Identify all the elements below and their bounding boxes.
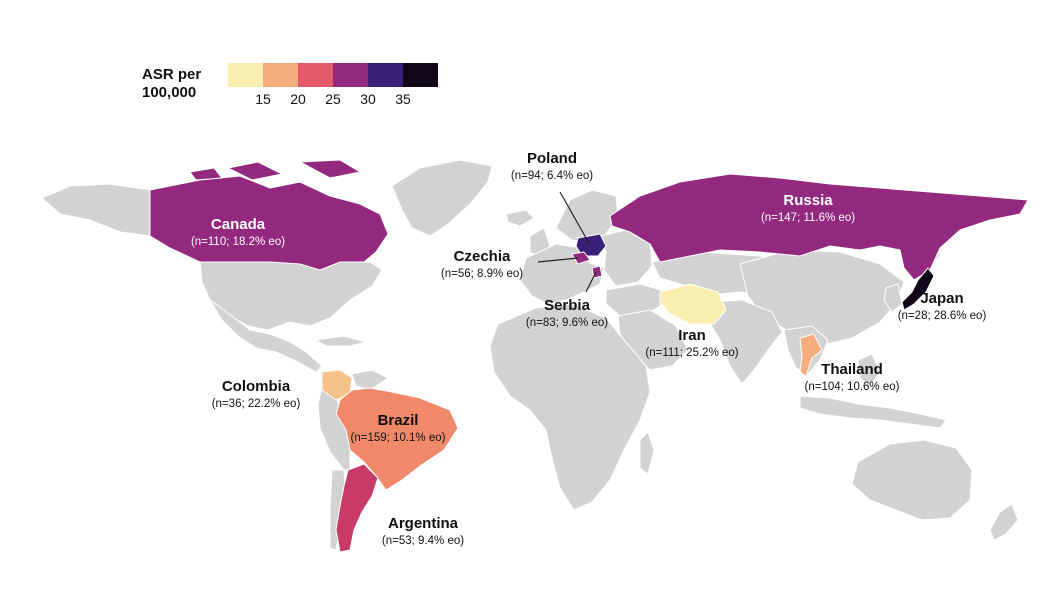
leader-serbia [585,271,597,293]
country-name: Thailand [821,361,883,378]
legend-title-line2: 100,000 [142,84,197,101]
country-name: Colombia [221,378,291,395]
legend-swatch [228,63,263,87]
alaska [41,183,151,237]
country-stat: (n=159; 10.1% eo) [350,432,446,444]
india [707,299,783,385]
label-poland: Poland (n=94; 6.4% eo) [511,150,593,184]
greenland [391,159,493,237]
country-stat: (n=83; 9.6% eo) [525,317,609,329]
country-japan [901,267,935,311]
highlighted-countries [149,159,1029,553]
country-name: Argentina [387,515,458,532]
country-stat: (n=104; 10.6% eo) [804,381,900,393]
country-name: Poland [526,150,577,167]
land-base [41,159,1019,551]
country-name: Japan [920,290,964,307]
country-canada [149,159,389,271]
country-name: Serbia [544,297,590,314]
new-zealand [989,503,1019,541]
leader-lines [537,191,597,293]
australia [851,439,973,521]
label-serbia: Serbia (n=83; 9.6% eo) [526,297,608,331]
leader-poland [559,191,591,246]
country-stat: (n=36; 22.2% eo) [211,398,301,410]
africa [489,303,651,511]
south-america-east-small [351,369,389,391]
country-iran [659,283,727,325]
country-argentina [335,463,379,553]
legend-ticks: 15 20 25 30 35 [228,91,438,109]
label-colombia: Colombia (n=36; 22.2% eo) [212,378,301,412]
label-russia: Russia (n=147; 11.6% eo) [761,192,855,226]
label-thailand: Thailand (n=104; 10.6% eo) [805,361,900,395]
caribbean [315,335,367,347]
label-canada: Canada (n=110; 18.2% eo) [191,216,285,250]
label-japan: Japan (n=28; 28.6% eo) [898,290,987,324]
country-name: Canada [210,216,266,233]
legend-swatch [333,63,368,87]
country-stat: (n=94; 6.4% eo) [510,170,594,182]
country-stat: (n=56; 8.9% eo) [440,268,524,280]
legend-tick: 15 [255,91,271,107]
legend-swatch [403,63,438,87]
legend-color-scale [228,63,438,87]
mexico-central-america [209,299,323,373]
country-name: Iran [678,327,706,344]
label-czechia: Czechia (n=56; 8.9% eo) [441,248,523,282]
label-brazil: Brazil (n=159; 10.1% eo) [351,412,446,446]
leader-czechia [537,257,579,263]
legend-swatch [263,63,298,87]
country-poland [575,233,607,257]
legend-swatch [368,63,403,87]
country-name: Russia [783,192,833,209]
label-argentina: Argentina (n=53; 9.4% eo) [382,515,464,549]
legend-tick: 30 [360,91,376,107]
country-stat: (n=111; 25.2% eo) [645,347,739,359]
country-stat: (n=53; 9.4% eo) [381,535,465,547]
country-name: Brazil [377,412,419,429]
country-name: Czechia [453,248,511,265]
country-czechia [571,251,591,265]
legend-tick: 20 [290,91,306,107]
indonesia-philippines [799,353,947,429]
legend-tick: 35 [395,91,411,107]
country-stat: (n=28; 28.6% eo) [897,310,987,322]
madagascar [639,431,655,475]
legend-title-line1: ASR per [142,66,202,83]
country-brazil [335,387,459,491]
label-iran: Iran (n=111; 25.2% eo) [645,327,738,361]
legend-swatch [298,63,333,87]
korea [883,283,903,313]
legend-tick: 25 [325,91,341,107]
country-thailand [799,333,823,377]
country-stat: (n=147; 11.6% eo) [760,212,856,224]
country-stat: (n=110; 18.2% eo) [190,236,286,248]
legend-title: ASR per 100,000 [142,66,201,102]
